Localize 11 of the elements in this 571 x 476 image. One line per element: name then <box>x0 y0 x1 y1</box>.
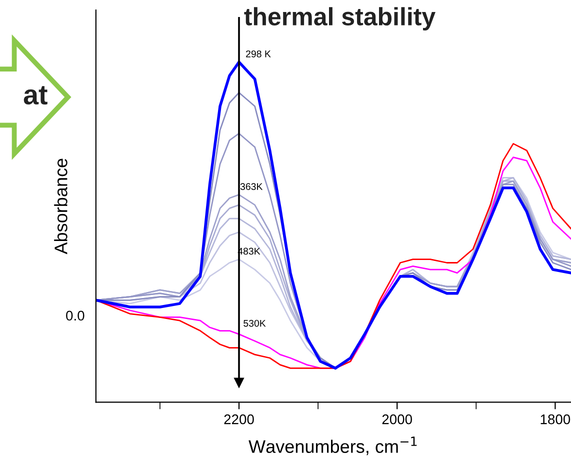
annotation: 363K <box>240 183 263 190</box>
y-axis-title: Absorbance <box>54 158 68 254</box>
x-axis-title: Wavenumbers, cm$^{−1}$ <box>248 436 417 456</box>
x-tick-label: 2000 <box>382 414 412 424</box>
chart-title: thermal stability <box>244 7 436 30</box>
annotation: 530K <box>244 320 266 327</box>
x-tick-label: 1800 <box>540 414 570 424</box>
x-tick-label: 2200 <box>224 414 254 424</box>
text: 0.0 <box>66 310 84 321</box>
text: at <box>24 86 48 105</box>
annotation: 298 K <box>246 50 271 58</box>
